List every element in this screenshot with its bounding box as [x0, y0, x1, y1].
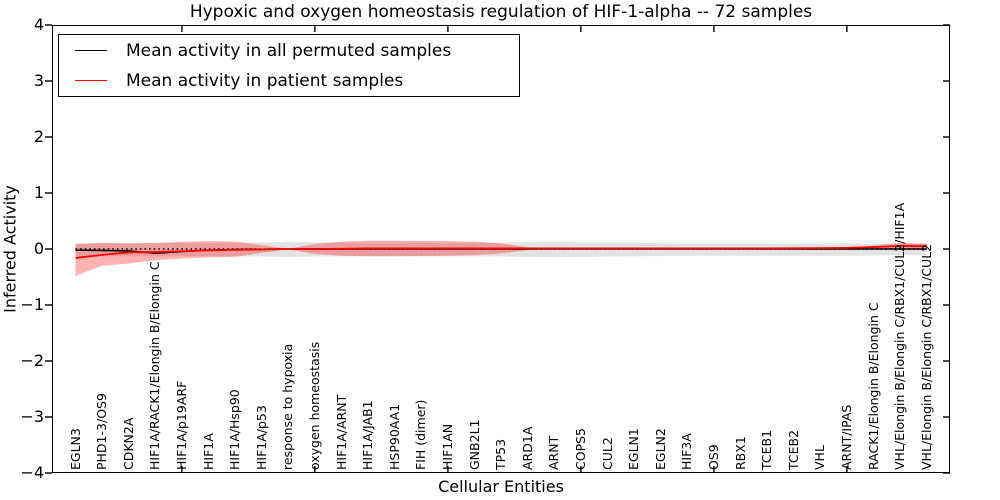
x-tick-label: ARNT/IPAS — [838, 404, 854, 470]
y-tick-label: 3 — [33, 71, 44, 90]
x-tick-label: RBX1 — [732, 436, 748, 470]
x-tick-label: TCEB2 — [785, 429, 801, 470]
x-tick-label: RACK1/Elongin B/Elongin C — [865, 302, 881, 470]
legend-entry: Mean activity in patient samples — [59, 69, 519, 93]
x-tick-label: CUL2 — [599, 437, 615, 470]
x-tick-label: HIF1A/JAB1 — [360, 400, 376, 470]
x-tick-label: HSP90AA1 — [386, 403, 402, 470]
x-tick-label: ARD1A — [519, 426, 535, 470]
chart-title: Hypoxic and oxygen homeostasis regulatio… — [189, 2, 813, 22]
legend-line-sample — [75, 80, 107, 81]
y-tick-label: −3 — [20, 407, 44, 426]
x-tick-label: TP53 — [493, 438, 509, 470]
x-tick-label: HIF3A — [679, 433, 695, 470]
x-tick-label: GNB2L1 — [466, 419, 482, 470]
x-tick-label: EGLN3 — [67, 428, 83, 470]
y-tick-label: 4 — [33, 15, 44, 34]
x-tick-label: ARNT — [546, 435, 562, 470]
x-tick-label: EGLN1 — [626, 428, 642, 470]
x-tick-label: VHL/Elongin B/Elongin C/RBX1/CUL2/HIF1A — [892, 202, 908, 470]
x-tick-label: HIF1A — [200, 433, 216, 470]
x-tick-label: response to hypoxia — [280, 343, 296, 470]
x-tick-label: HIF1A/ARNT — [333, 394, 349, 470]
x-tick-label: TCEB1 — [759, 429, 775, 470]
legend-entry: Mean activity in all permuted samples — [59, 39, 519, 63]
x-tick-label: VHL — [812, 445, 828, 470]
x-tick-label: FIH (dimer) — [413, 399, 429, 470]
x-tick-label: HIF1A/p53 — [253, 405, 269, 470]
x-tick-label: PHD1-3/OS9 — [94, 393, 110, 470]
x-tick-label: EGLN2 — [652, 428, 668, 470]
x-tick-label: VHL/Elongin B/Elongin C/RBX1/CUL2 — [918, 243, 934, 470]
x-tick-label: OS9 — [705, 444, 721, 470]
x-axis-label: Cellular Entities — [438, 477, 564, 496]
y-tick-label: −4 — [20, 463, 44, 482]
legend-label: Mean activity in patient samples — [126, 70, 404, 91]
x-tick-label: HIF1A/Hsp90 — [227, 389, 243, 470]
y-tick-label: 0 — [33, 239, 44, 258]
x-tick-label: HIF1A/RACK1/Elongin B/Elongin C — [147, 261, 163, 470]
x-tick-label: oxygen homeostasis — [306, 341, 322, 470]
x-tick-label: CDKN2A — [120, 417, 136, 470]
legend-label: Mean activity in all permuted samples — [126, 40, 452, 61]
x-tick-label: HIF1AN — [439, 423, 455, 470]
y-tick-label: −1 — [20, 295, 44, 314]
legend: Mean activity in all permuted samples Mea… — [58, 34, 520, 97]
y-tick-label: −2 — [20, 351, 44, 370]
y-tick-label: 1 — [33, 183, 44, 202]
x-tick-label: HIF1A/p19ARF — [173, 380, 189, 470]
x-tick-label: COPS5 — [572, 428, 588, 470]
y-tick-label: 2 — [33, 127, 44, 146]
legend-line-sample — [75, 50, 107, 51]
